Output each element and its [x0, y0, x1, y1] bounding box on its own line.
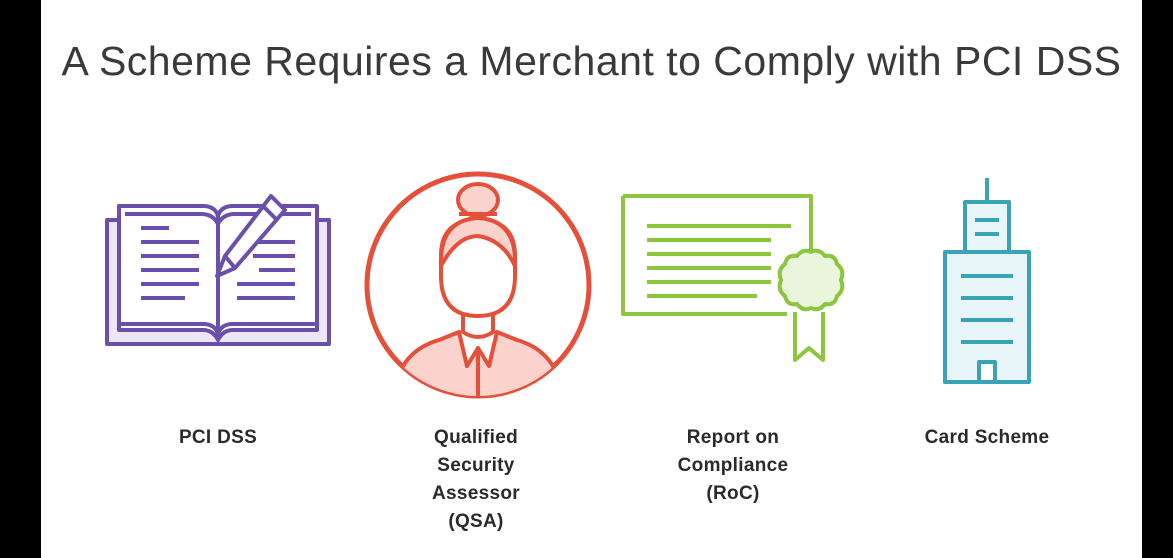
item-qsa	[363, 170, 593, 400]
person-icon	[364, 171, 592, 399]
book-pencil-icon	[105, 194, 331, 346]
item-roc	[621, 194, 847, 366]
slide-title: A Scheme Requires a Merchant to Comply w…	[61, 38, 1122, 84]
label-roc: Report on Compliance (RoC)	[677, 427, 789, 504]
item-card-scheme	[937, 176, 1037, 386]
label-qsa: Qualified Security Assessor (QSA)	[432, 427, 520, 532]
slide: A Scheme Requires a Merchant to Comply w…	[41, 0, 1142, 558]
certificate-icon	[621, 194, 845, 362]
item-pci-dss	[105, 184, 331, 350]
label-card-scheme: Card Scheme	[924, 427, 1050, 448]
label-pci-dss: PCI DSS	[178, 427, 258, 448]
building-icon	[943, 178, 1031, 384]
